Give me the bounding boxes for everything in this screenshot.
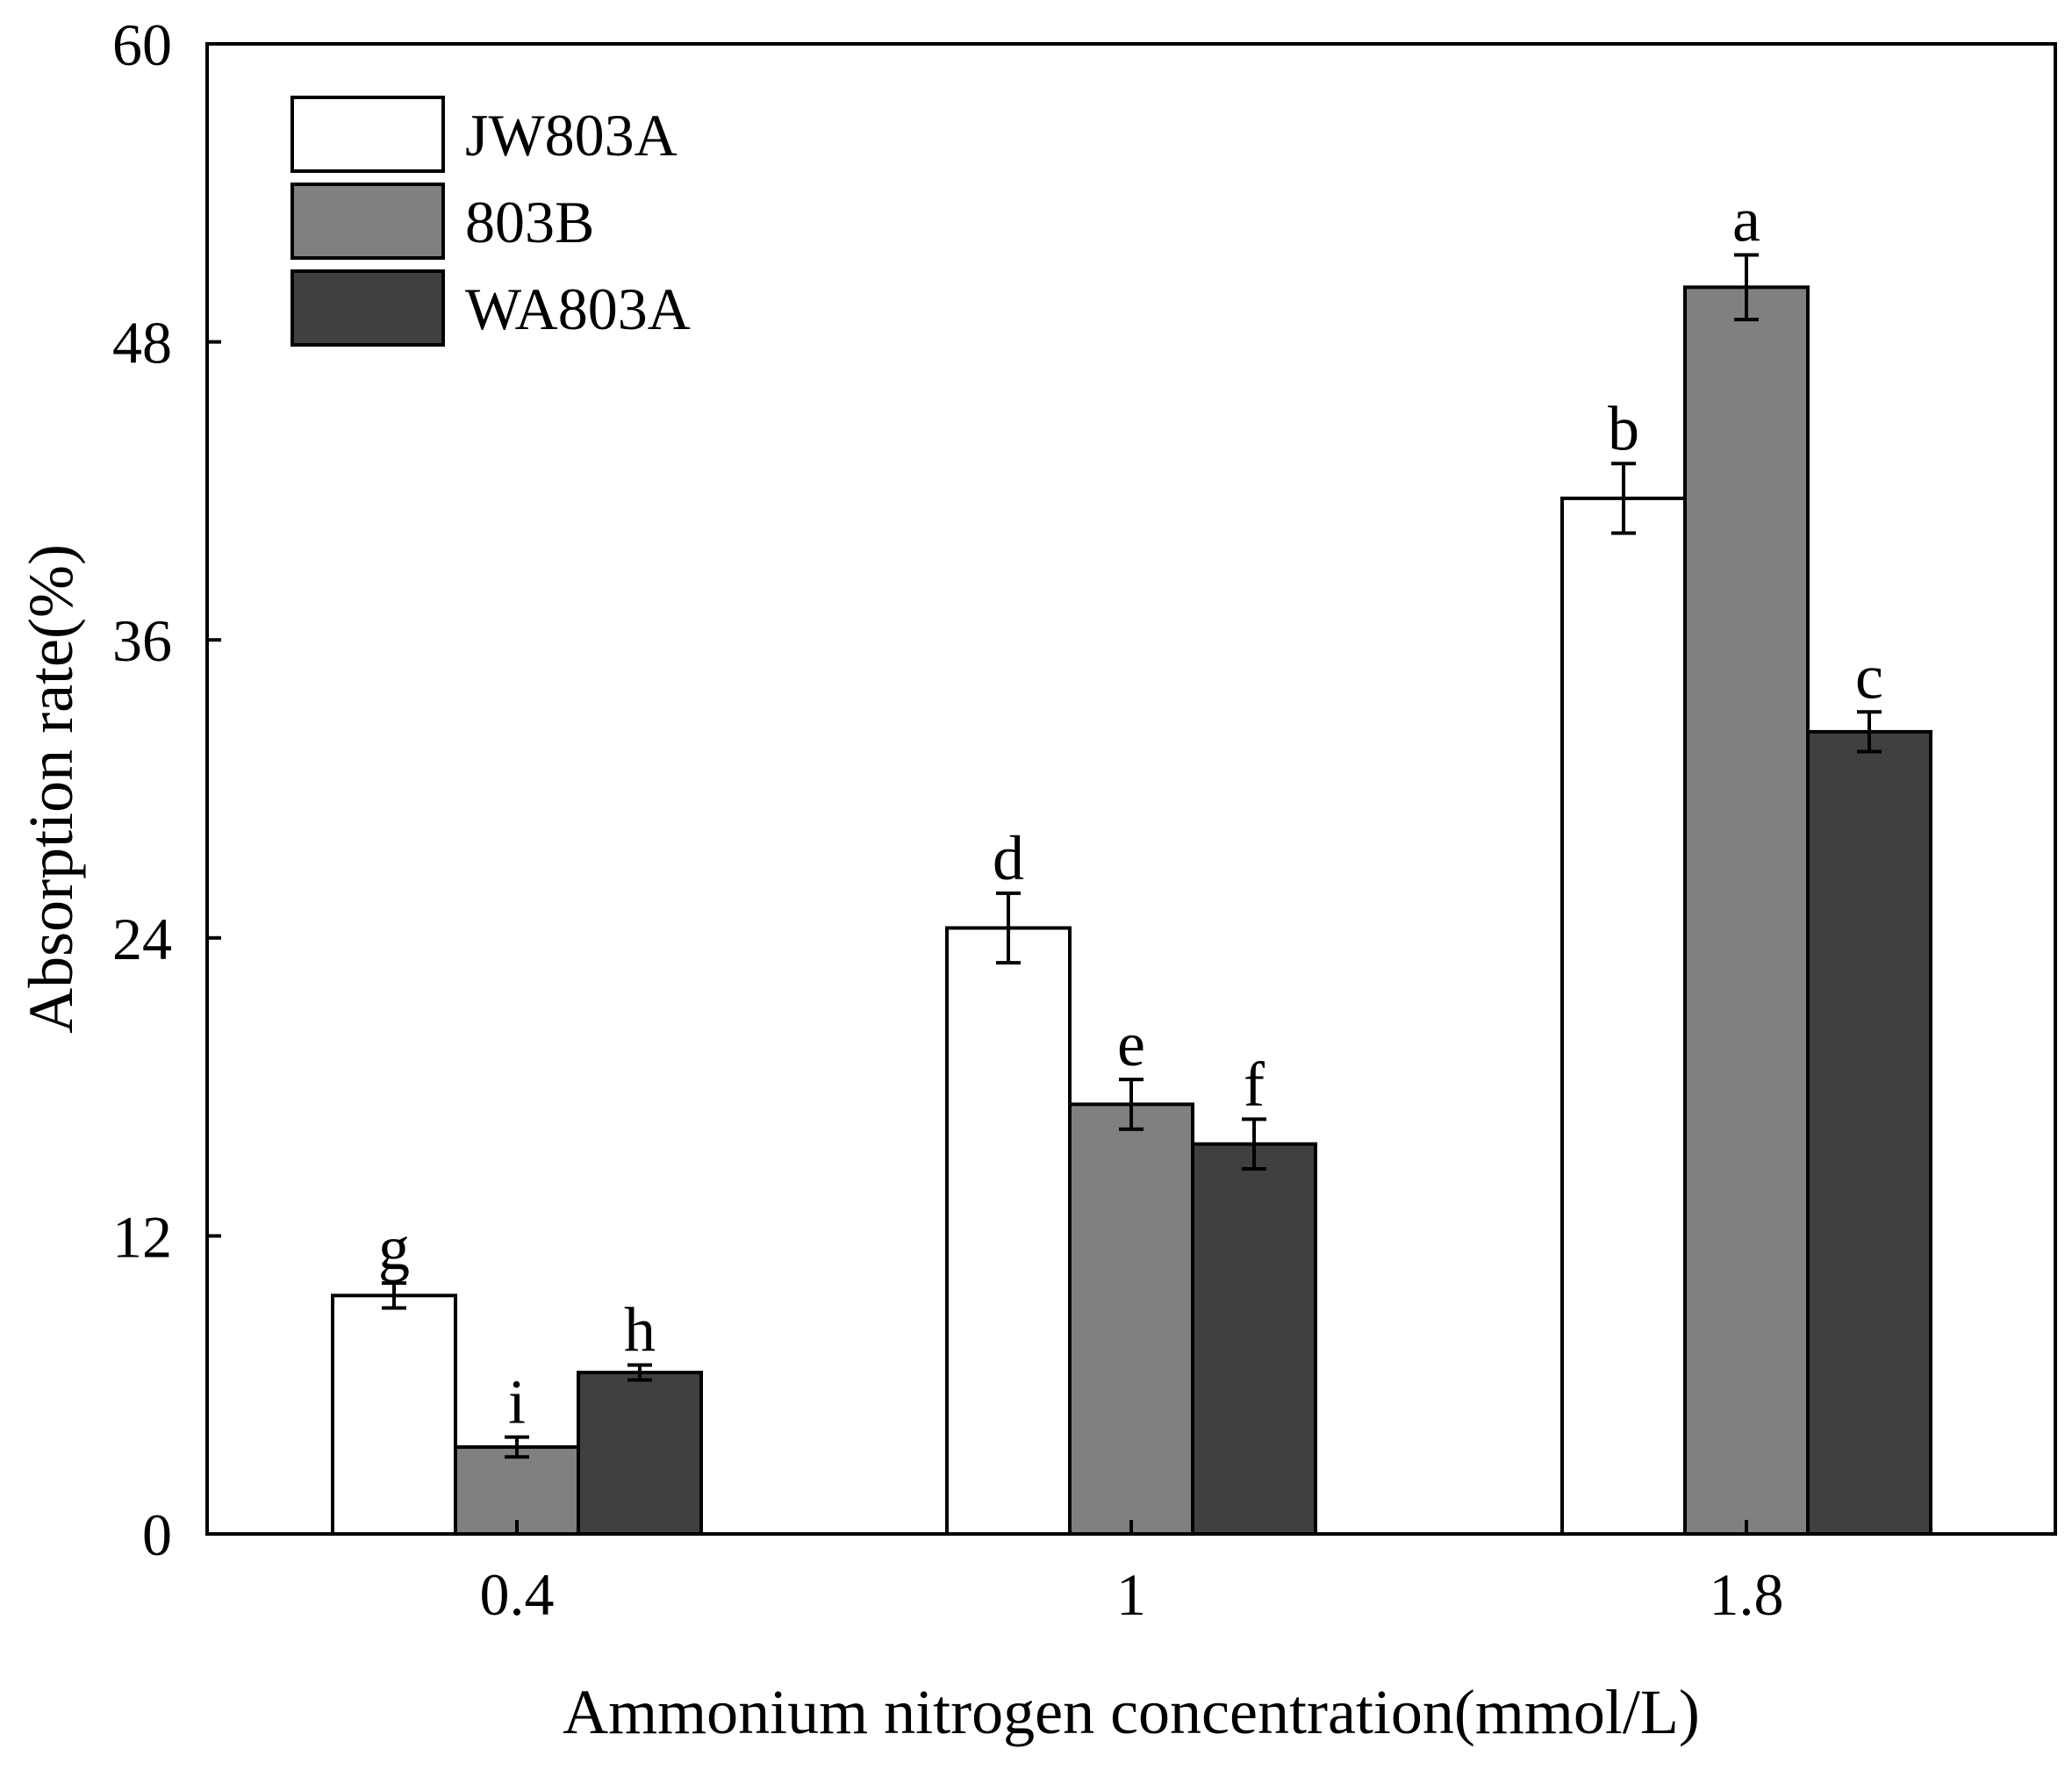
legend-swatch-WA803A (290, 269, 445, 347)
y-tick-label-0: 0 (142, 1501, 172, 1568)
x-tick-label-0.4: 0.4 (480, 1561, 555, 1628)
bar-803B-1 (1068, 1102, 1194, 1537)
significance-label-803B-1: e (1117, 1009, 1145, 1079)
legend-label-JW803A: JW803A (465, 102, 678, 168)
error-bars-layer (382, 253, 1882, 1459)
bar-WA803A-1.8 (1806, 729, 1932, 1536)
significance-label-WA803A-1.8: c (1855, 641, 1883, 712)
x-axis: 0.4 1 1.8 (480, 1520, 1784, 1628)
x-axis-title: Ammonium nitrogen concentration(mmol/L) (563, 1677, 1700, 1747)
bar-JW803A-1 (945, 926, 1072, 1536)
x-tick-label-1: 1 (1116, 1561, 1146, 1628)
y-tick-label-24: 24 (112, 906, 172, 972)
y-tick-label-60: 60 (112, 11, 172, 78)
y-axis: 0 12 24 36 48 60 (112, 11, 221, 1568)
x-tick-label-1.8: 1.8 (1710, 1561, 1784, 1628)
bars-layer (331, 285, 1932, 1537)
significance-label-JW803A-0.4: g (378, 1213, 410, 1283)
legend-swatch-JW803A (290, 96, 445, 173)
bar-WA803A-0.4 (577, 1371, 703, 1537)
significance-labels-layer: g i h d e f b a c (378, 185, 1883, 1437)
significance-label-803B-1.8: a (1732, 185, 1760, 255)
significance-label-JW803A-1.8: b (1608, 393, 1639, 463)
legend: JW803A 803B WA803A (290, 96, 691, 347)
bar-803B-0.4 (454, 1444, 580, 1536)
y-tick-label-12: 12 (112, 1203, 172, 1270)
bar-JW803A-1.8 (1560, 496, 1687, 1536)
bar-803B-1.8 (1683, 285, 1810, 1537)
significance-label-JW803A-1: d (993, 823, 1024, 893)
y-tick-label-36: 36 (112, 607, 172, 674)
legend-label-WA803A: WA803A (465, 276, 691, 342)
bar-JW803A-0.4 (331, 1293, 457, 1536)
significance-label-WA803A-0.4: h (624, 1295, 656, 1365)
bar-WA803A-1 (1191, 1142, 1317, 1536)
y-axis-title: Absorption rate(%) (16, 544, 86, 1034)
legend-swatch-803B (290, 183, 445, 260)
significance-label-WA803A-1: f (1244, 1049, 1265, 1119)
legend-label-803B: 803B (465, 189, 594, 255)
y-tick-label-48: 48 (112, 310, 172, 376)
significance-label-803B-0.4: i (508, 1367, 526, 1437)
